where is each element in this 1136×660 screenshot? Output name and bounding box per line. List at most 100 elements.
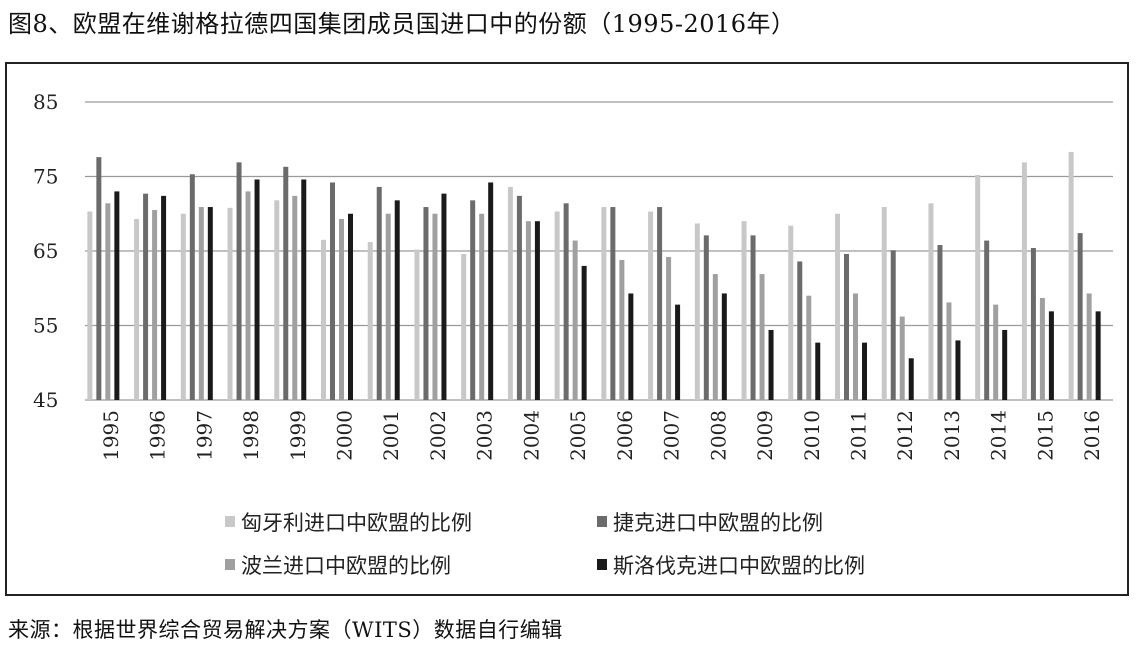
bar <box>581 265 587 400</box>
bar <box>207 207 213 400</box>
x-tick-label: 2000 <box>333 410 357 461</box>
bar <box>955 340 961 400</box>
bar <box>806 295 812 400</box>
bar <box>96 157 102 400</box>
bar <box>367 242 373 400</box>
bar <box>441 193 447 400</box>
bar <box>741 221 747 400</box>
bar <box>797 261 803 400</box>
x-tick-label: 2013 <box>940 410 964 461</box>
bar <box>274 200 280 400</box>
bar <box>862 342 867 400</box>
bar <box>143 193 149 400</box>
bar <box>554 211 560 400</box>
bar <box>161 195 167 400</box>
x-tick-label: 1995 <box>99 410 123 461</box>
bar <box>236 162 242 400</box>
x-tick-label: 2014 <box>987 410 1011 461</box>
bar <box>1086 293 1092 400</box>
bar <box>152 210 158 400</box>
x-tick-label: 2002 <box>426 410 450 461</box>
x-tick-label: 2012 <box>893 410 917 461</box>
bar <box>666 256 672 400</box>
legend-label: 捷克进口中欧盟的比例 <box>613 511 823 535</box>
bar <box>254 179 260 400</box>
source-note: 来源：根据世界综合贸易解决方案（WITS）数据自行编辑 <box>8 618 563 642</box>
bar <box>563 203 569 400</box>
bar <box>844 253 849 400</box>
y-tick-label: 85 <box>33 90 58 114</box>
bar <box>721 293 727 400</box>
bar <box>189 174 195 400</box>
bar <box>946 302 952 400</box>
bar <box>619 259 625 400</box>
bar <box>134 218 140 400</box>
bar <box>993 304 999 400</box>
bar <box>283 166 289 400</box>
bar <box>534 221 540 400</box>
bar <box>908 358 914 400</box>
bar <box>835 213 840 400</box>
bar <box>853 293 858 400</box>
bar <box>928 203 934 400</box>
x-tick-label: 1998 <box>239 410 263 461</box>
legend-swatch <box>225 559 235 570</box>
x-tick-label: 2016 <box>1080 410 1104 461</box>
x-tick-label: 2001 <box>379 410 403 461</box>
bar <box>1021 162 1027 400</box>
bar <box>394 200 400 400</box>
y-tick-label: 55 <box>33 314 58 338</box>
bar <box>470 200 476 400</box>
bar <box>1068 151 1074 400</box>
bar <box>984 240 990 400</box>
bar <box>292 195 298 400</box>
bar-chart: 45 55 65 75 85 1995 1996 1997 1998 1999 2000 2001 20… <box>33 90 1113 578</box>
bar <box>432 213 438 400</box>
bar <box>245 191 251 400</box>
bar <box>348 213 353 400</box>
bar <box>759 274 765 400</box>
bar <box>87 211 93 400</box>
bar <box>899 316 905 400</box>
bar <box>321 239 326 400</box>
bar <box>628 293 634 400</box>
x-tick-label: 2007 <box>660 410 684 461</box>
x-tick-label: 2006 <box>613 410 637 461</box>
y-tick-label: 75 <box>33 165 58 189</box>
bar <box>1039 297 1045 400</box>
legend-swatch <box>597 516 607 527</box>
bar <box>525 221 531 400</box>
bar <box>507 186 513 400</box>
x-tick-label: 2004 <box>519 410 543 461</box>
x-tick-label: 1997 <box>192 410 216 461</box>
bar <box>815 342 821 400</box>
figure-title: 图8、欧盟在维谢格拉德四国集团成员国进口中的份额（1995-2016年） <box>8 10 796 38</box>
bar <box>975 175 981 400</box>
bar <box>114 191 120 400</box>
legend-label: 斯洛伐克进口中欧盟的比例 <box>613 554 865 578</box>
bar <box>385 213 391 400</box>
chart-frame: 45 55 65 75 85 1995 1996 1997 1998 1999 2000 2001 20… <box>5 62 1129 596</box>
x-tick-label: 2010 <box>800 410 824 461</box>
bar <box>339 218 344 400</box>
x-tick-label: 2003 <box>473 410 497 461</box>
bar <box>788 225 794 400</box>
x-tick-label: 2008 <box>706 410 730 461</box>
bar <box>881 207 887 400</box>
bar <box>937 245 943 400</box>
x-tick-label: 1996 <box>146 410 170 461</box>
bar <box>198 207 204 400</box>
legend-label: 波兰进口中欧盟的比例 <box>241 554 451 578</box>
bar <box>750 235 756 400</box>
bar <box>610 207 616 400</box>
bar <box>712 274 718 400</box>
x-tick-label: 2009 <box>753 410 777 461</box>
bar <box>601 207 607 400</box>
legend-swatch <box>597 559 607 570</box>
legend-label: 匈牙利进口中欧盟的比例 <box>241 511 472 535</box>
x-tick-label: 2015 <box>1033 410 1057 461</box>
y-tick-label: 65 <box>33 239 58 263</box>
y-tick-label: 45 <box>33 388 58 412</box>
bar <box>703 235 709 400</box>
x-tick-label: 2011 <box>847 410 871 461</box>
